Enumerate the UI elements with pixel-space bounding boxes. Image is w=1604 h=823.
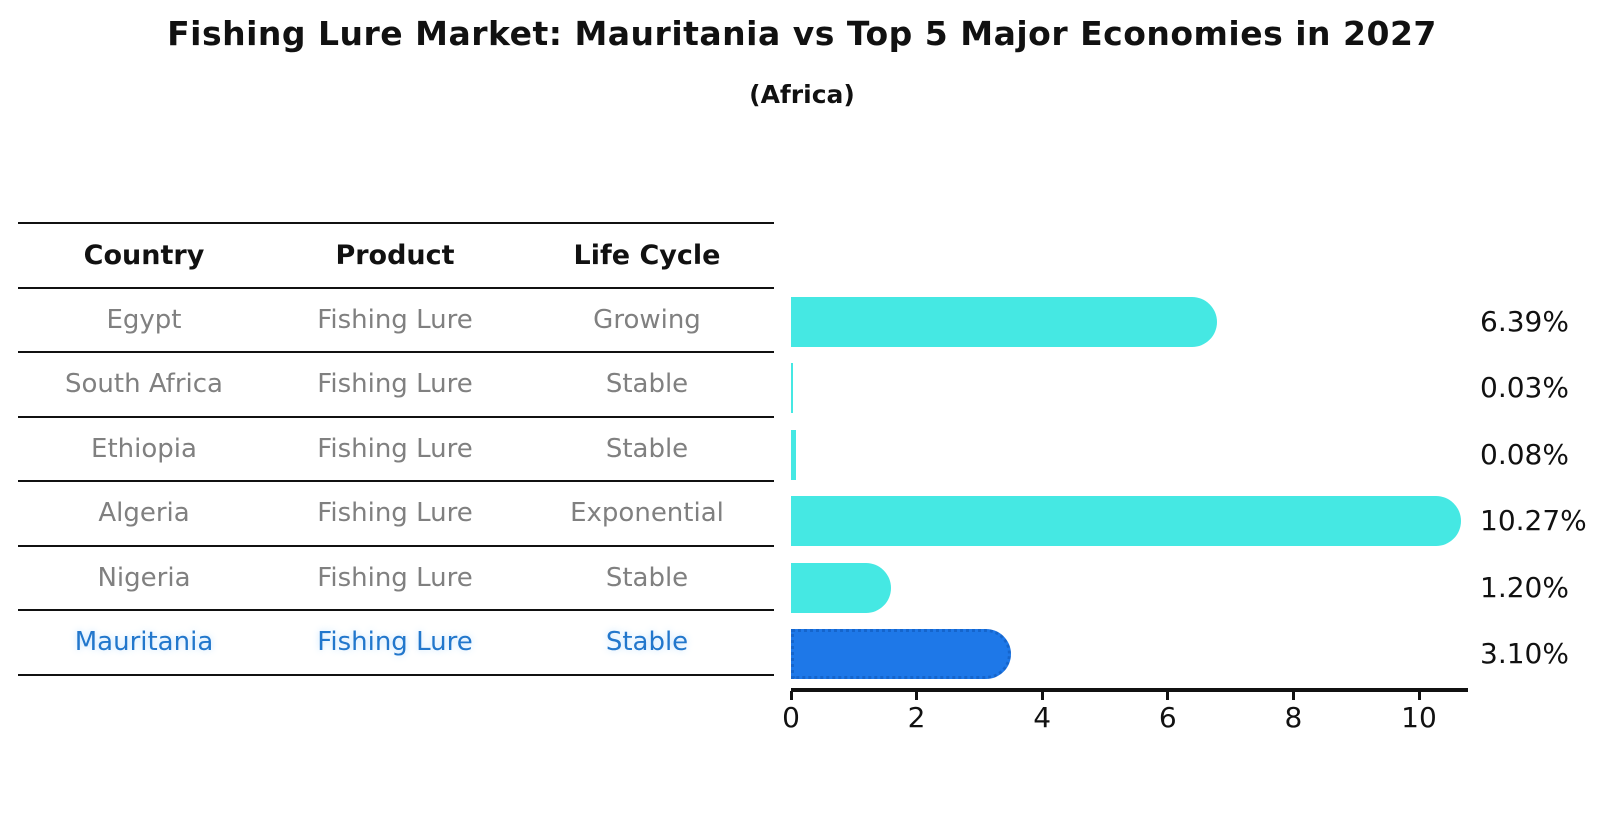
bar-south-africa: [791, 363, 793, 413]
table-header-row: Country Product Life Cycle: [18, 223, 774, 288]
bar-egypt: [791, 297, 1218, 347]
cell-country: South Africa: [65, 369, 223, 400]
value-label-south-africa: 0.03%: [1480, 371, 1569, 404]
x-axis-tick-label: 0: [782, 701, 800, 734]
x-axis-tick-label: 4: [1033, 701, 1052, 734]
table-row-south-africa: South Africa Fishing Lure Stable: [18, 352, 774, 417]
cell-product: Fishing Lure: [317, 562, 473, 593]
x-axis-tick-label: 6: [1158, 701, 1177, 734]
cell-lifecycle: Stable: [605, 369, 689, 400]
cell-product: Fishing Lure: [317, 433, 473, 464]
cell-lifecycle: Stable: [605, 562, 689, 593]
table-row-nigeria: Nigeria Fishing Lure Stable: [18, 546, 774, 610]
x-axis-tick: [789, 691, 793, 700]
cell-lifecycle: Exponential: [570, 498, 724, 529]
column-header-lifecycle: Life Cycle: [573, 239, 721, 271]
cell-product: Fishing Lure: [317, 369, 473, 400]
x-axis-tick-label: 2: [907, 701, 926, 734]
column-header-country: Country: [83, 239, 205, 271]
cell-product: Fishing Lure: [317, 498, 473, 529]
table-row-mauritania: Mauritania Fishing Lure Stable: [18, 610, 774, 675]
table-row-algeria: Algeria Fishing Lure Exponential: [18, 481, 774, 546]
cell-country: Egypt: [106, 304, 182, 335]
cell-lifecycle: Stable: [605, 627, 689, 658]
value-label-algeria: 10.27%: [1480, 504, 1587, 537]
table-row-egypt: Egypt Fishing Lure Growing: [18, 288, 774, 352]
cell-country: Mauritania: [74, 627, 214, 658]
cell-country: Ethiopia: [91, 433, 197, 464]
x-axis-tick: [1417, 691, 1421, 700]
x-axis-tick: [1291, 691, 1295, 700]
chart-title: Fishing Lure Market: Mauritania vs Top 5…: [167, 14, 1437, 53]
value-label-mauritania: 3.10%: [1480, 637, 1569, 670]
x-axis-tick-label: 10: [1401, 701, 1437, 734]
value-label-ethiopia: 0.08%: [1480, 438, 1569, 471]
chart-subtitle: (Africa): [749, 80, 855, 109]
bar-ethiopia: [791, 430, 797, 480]
cell-lifecycle: Growing: [593, 304, 701, 335]
value-label-nigeria: 1.20%: [1480, 571, 1569, 604]
cell-country: Algeria: [98, 498, 190, 529]
x-axis-tick: [1166, 691, 1170, 700]
x-axis-tick-label: 8: [1284, 701, 1303, 734]
cell-product: Fishing Lure: [317, 627, 473, 658]
value-label-egypt: 6.39%: [1480, 305, 1569, 338]
bar-mauritania: [791, 629, 1011, 679]
bar-nigeria: [791, 563, 892, 613]
x-axis-tick: [1040, 691, 1044, 700]
country-data-table: Country Product Life Cycle Egypt Fishing…: [18, 222, 774, 676]
x-axis-tick: [915, 691, 919, 700]
bar-algeria: [791, 496, 1461, 546]
table-row-ethiopia: Ethiopia Fishing Lure Stable: [18, 417, 774, 481]
x-axis-line: [791, 688, 1468, 692]
cell-product: Fishing Lure: [317, 304, 473, 335]
cell-country: Nigeria: [97, 562, 191, 593]
column-header-product: Product: [335, 239, 455, 271]
cell-lifecycle: Stable: [605, 433, 689, 464]
